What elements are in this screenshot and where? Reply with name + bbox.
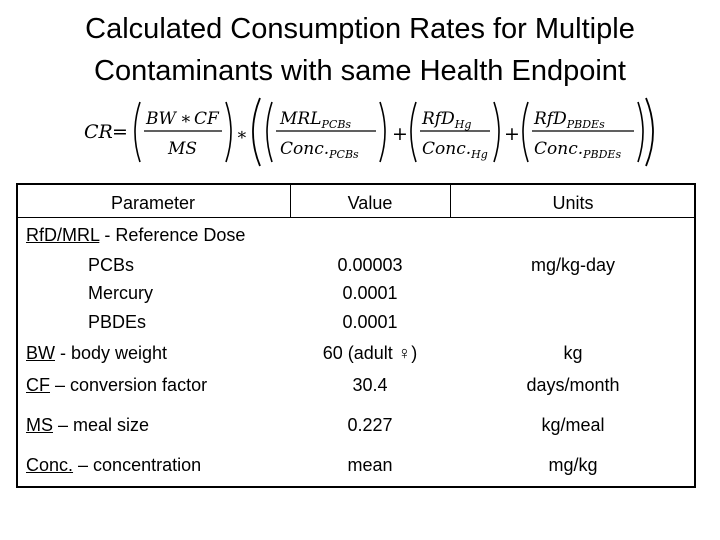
formula-conc-pcbs: Conc.PCBs <box>280 139 359 161</box>
title-line-2: Contaminants with same Health Endpoint <box>94 55 626 87</box>
formula-plus-2: + <box>504 123 520 145</box>
formula-rfd-pbdes: RfDPBDEs <box>533 109 605 131</box>
rfd-group-label: RfD/MRL - Reference Dose <box>26 225 245 245</box>
formula-equals: = <box>112 121 128 143</box>
formula-paren-open-2 <box>266 101 273 163</box>
formula-paren-close-3 <box>493 101 500 163</box>
formula-cr: CR <box>84 121 113 143</box>
formula-outer-paren-open <box>252 97 261 167</box>
header-value: Value <box>347 193 393 213</box>
consumption-rate-formula: CR = BW ∗ CF MS ∗ MRLPCBs Conc.PCBs + Rf… <box>84 97 654 167</box>
header-units: Units <box>552 193 594 213</box>
formula-paren-open-4 <box>522 101 529 163</box>
value-cf: 30.4 <box>352 375 388 395</box>
rfd-item-name: Mercury <box>88 283 154 303</box>
title-line-1: Calculated Consumption Rates for Multipl… <box>85 13 635 45</box>
value-conc: mean <box>347 455 393 475</box>
formula-cf: CF <box>194 109 220 129</box>
units-conc: mg/kg <box>548 455 598 475</box>
value-ms: 0.227 <box>347 415 393 435</box>
formula-conc-pbdes: Conc.PBDEs <box>534 139 621 161</box>
rfd-item-name: PBDEs <box>88 312 147 332</box>
header-parameter: Parameter <box>110 193 196 213</box>
rfd-item-value: 0.00003 <box>337 255 403 275</box>
formula-rfd-hg: RfDHg <box>421 109 471 131</box>
formula-times-2: ∗ <box>236 125 248 145</box>
param-abbr: Conc. <box>26 455 74 475</box>
formula-paren-open-1 <box>134 101 141 163</box>
rfd-item-value: 0.0001 <box>342 283 398 303</box>
formula-paren-close-4 <box>637 101 644 163</box>
formula-paren-close-1 <box>225 101 232 163</box>
param-cf: CF – conversion factor <box>26 375 207 395</box>
rfd-item-value: 0.0001 <box>342 312 398 332</box>
param-abbr: CF <box>26 375 50 395</box>
formula-bw: BW <box>145 109 177 129</box>
formula-paren-open-3 <box>410 101 417 163</box>
param-conc: Conc. – concentration <box>26 455 201 475</box>
param-desc: – conversion factor <box>50 375 208 395</box>
formula-times: ∗ <box>180 109 192 129</box>
slide-title: Calculated Consumption Rates for Multipl… <box>0 8 720 92</box>
rfd-item-name: PCBs <box>88 255 135 275</box>
formula-plus-1: + <box>392 123 408 145</box>
param-desc: – meal size <box>53 415 150 435</box>
param-abbr: MS <box>26 415 53 435</box>
header-divider-2 <box>450 185 451 217</box>
rfd-group-abbr: RfD/MRL <box>26 225 100 245</box>
formula-conc-hg: Conc.Hg <box>422 139 488 161</box>
param-desc: – concentration <box>73 455 202 475</box>
formula-ms: MS <box>167 139 197 159</box>
rfd-units: mg/kg-day <box>530 255 616 275</box>
formula-paren-close-2 <box>379 101 386 163</box>
formula-mrl: MRLPCBs <box>279 109 351 131</box>
header-bottom-border <box>18 217 694 218</box>
units-ms: kg/meal <box>541 415 605 435</box>
units-cf: days/month <box>526 375 620 395</box>
param-abbr: BW <box>26 343 55 363</box>
param-bw: BW - body weight <box>26 343 167 363</box>
value-bw: 60 (adult ♀) <box>322 343 418 363</box>
units-bw: kg <box>563 343 583 363</box>
param-ms: MS – meal size <box>26 415 149 435</box>
rfd-group-desc: - Reference Dose <box>99 225 246 245</box>
header-divider-1 <box>290 185 291 217</box>
parameters-table: Parameter Value Units RfD/MRL - Referenc… <box>16 183 696 488</box>
param-desc: - body weight <box>55 343 168 363</box>
formula-outer-paren-close <box>645 97 654 167</box>
